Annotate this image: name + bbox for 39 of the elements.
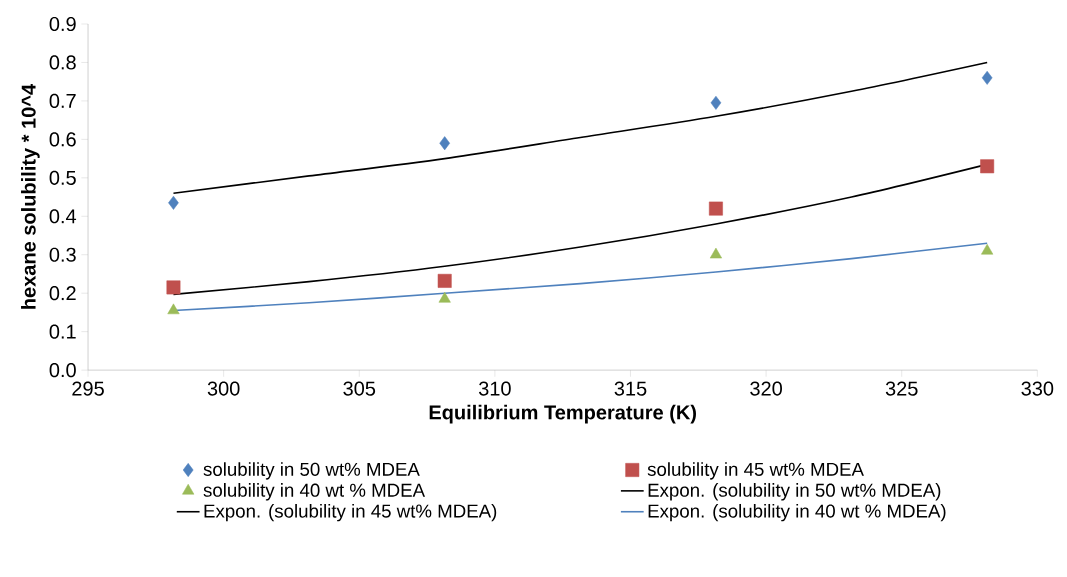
legend-label: Expon. (solubility in 50 wt% MDEA) — [648, 483, 941, 501]
x-tick-label: 305 — [343, 381, 376, 396]
point — [981, 70, 993, 85]
x-tick-label: 300 — [207, 381, 240, 396]
line-series — [172, 61, 988, 194]
point — [438, 291, 451, 303]
point — [709, 247, 722, 259]
point — [167, 303, 180, 315]
y-tick-label: 0.9 — [49, 16, 76, 31]
point — [439, 136, 450, 151]
x-axis-title: Equilibrium Temperature (K) — [429, 404, 696, 424]
y-tick-label: 0.7 — [49, 93, 76, 108]
y-tick-label: 0.8 — [49, 55, 76, 70]
legend-label: solubility in 50 wt% MDEA — [203, 462, 420, 480]
point — [710, 95, 722, 110]
x-tick-label: 315 — [614, 381, 647, 396]
legend-label: Expon. (solubility in 45 wt% MDEA) — [204, 503, 497, 522]
legend-label: solubility in 45 wt% MDEA — [647, 462, 864, 480]
legend-label: Expon. (solubility in 40 wt % MDEA) — [648, 503, 946, 522]
y-tick-label: 0.1 — [49, 324, 76, 339]
y-tick-label: 0.3 — [49, 247, 76, 262]
x-tick-label: 330 — [1021, 381, 1054, 396]
point — [981, 243, 994, 255]
x-tick-label: 295 — [72, 381, 104, 396]
point — [166, 280, 181, 295]
point — [708, 201, 723, 216]
point — [168, 195, 179, 210]
y-axis-title: hexane solubility * 10^4 — [21, 83, 40, 309]
y-tick-label: 0.5 — [49, 170, 76, 185]
x-tick-label: 320 — [750, 381, 782, 396]
y-tick-label: 0.6 — [49, 132, 76, 147]
y-tick-label: 0.4 — [49, 209, 77, 224]
x-tick-label: 310 — [478, 381, 511, 396]
y-tick-label: 0.2 — [49, 286, 76, 301]
point — [437, 273, 452, 288]
x-tick-label: 325 — [885, 381, 918, 396]
point — [980, 159, 995, 174]
legend-label: solubility in 40 wt % MDEA — [203, 483, 426, 501]
y-tick-label: 0.0 — [49, 362, 76, 378]
